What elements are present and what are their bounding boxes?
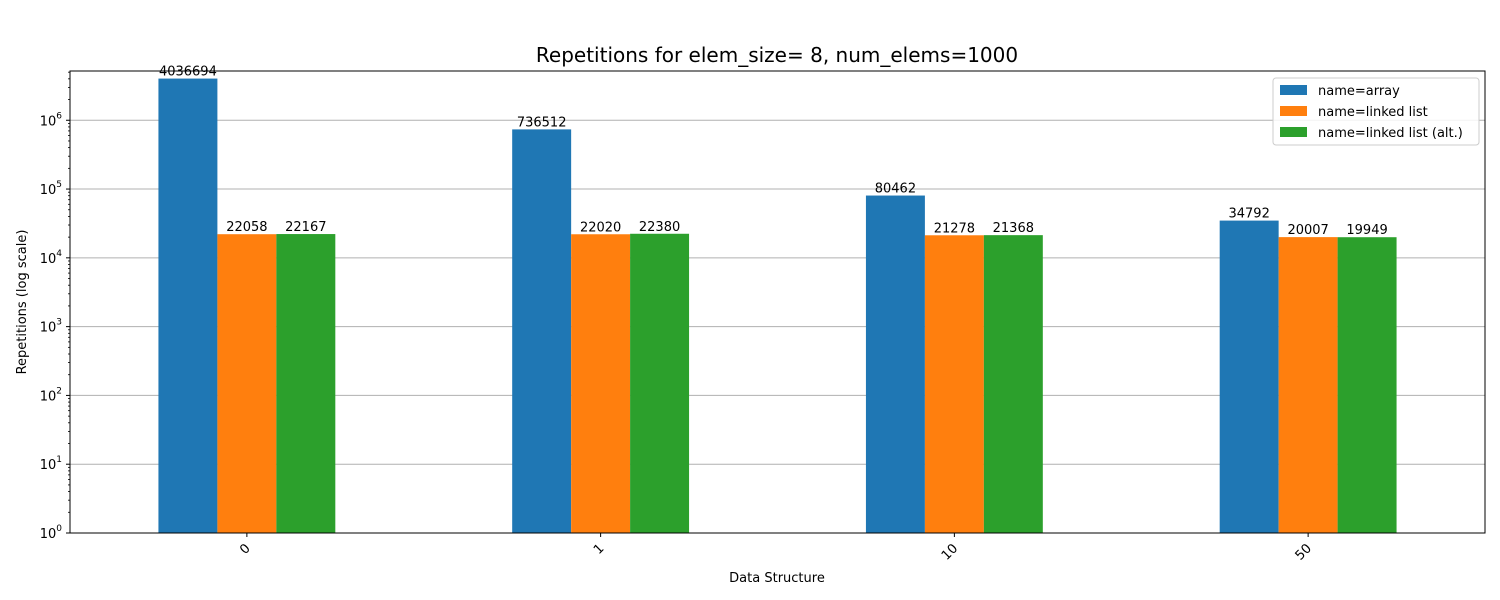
bar	[217, 234, 277, 533]
legend-entry-label: name=array	[1318, 84, 1400, 99]
bar-value-label: 19949	[1346, 223, 1387, 238]
bar-value-label: 22058	[226, 220, 267, 235]
y-axis-label: Repetitions (log scale)	[15, 230, 30, 375]
legend: name=array name=linked list name=linked li…	[1272, 77, 1480, 146]
bar	[1278, 237, 1338, 533]
axes-frame	[69, 70, 1486, 534]
y-tick-label: 106	[40, 111, 63, 129]
legend-swatch	[1280, 85, 1307, 95]
y-tick-label: 100	[40, 524, 63, 542]
legend-entry-label: name=linked list (alt.)	[1318, 126, 1463, 141]
bar-value-label: 21368	[993, 221, 1034, 236]
y-tick-label: 105	[40, 180, 62, 198]
bar-value-label: 21278	[934, 221, 975, 236]
legend-swatch	[1280, 127, 1307, 137]
bar-value-label: 22167	[285, 220, 326, 235]
legend-swatch	[1280, 106, 1307, 116]
bar-value-label: 34792	[1228, 207, 1269, 222]
bars	[158, 78, 1397, 534]
bar	[983, 235, 1043, 533]
bar-value-label: 20007	[1287, 223, 1328, 238]
bar-value-label: 22020	[580, 220, 621, 235]
bar-value-label: 4036694	[159, 65, 217, 80]
bar-value-label: 736512	[517, 115, 567, 130]
bar	[512, 129, 572, 533]
legend-entry-label: name=linked list	[1318, 105, 1428, 120]
y-tick-label: 101	[40, 455, 62, 473]
y-tick-label: 104	[40, 249, 63, 267]
y-tick-label: 103	[40, 318, 62, 336]
chart-title: Repetitions for elem_size= 8, num_elems=…	[536, 43, 1018, 67]
plot-area: 4036694 22058 22167 736512 22020 22380 80462 21…	[40, 65, 1486, 564]
y-axis-ticks: 100 101 102 103 104 105 106	[40, 111, 70, 542]
bar-value-labels: 4036694 22058 22167 736512 22020 22380 80462 21…	[159, 65, 1388, 239]
bar	[571, 234, 631, 533]
y-tick-label: 102	[40, 386, 62, 404]
bar	[276, 234, 336, 533]
bar	[924, 235, 984, 533]
legend-box	[1272, 77, 1480, 146]
bar	[630, 233, 690, 533]
bar	[1337, 237, 1397, 533]
bar	[865, 195, 925, 534]
bar	[1219, 220, 1279, 533]
bar-value-label: 80462	[875, 182, 916, 197]
bar	[158, 78, 218, 533]
x-axis-label: Data Structure	[729, 571, 825, 586]
bar-value-label: 22380	[639, 220, 680, 235]
